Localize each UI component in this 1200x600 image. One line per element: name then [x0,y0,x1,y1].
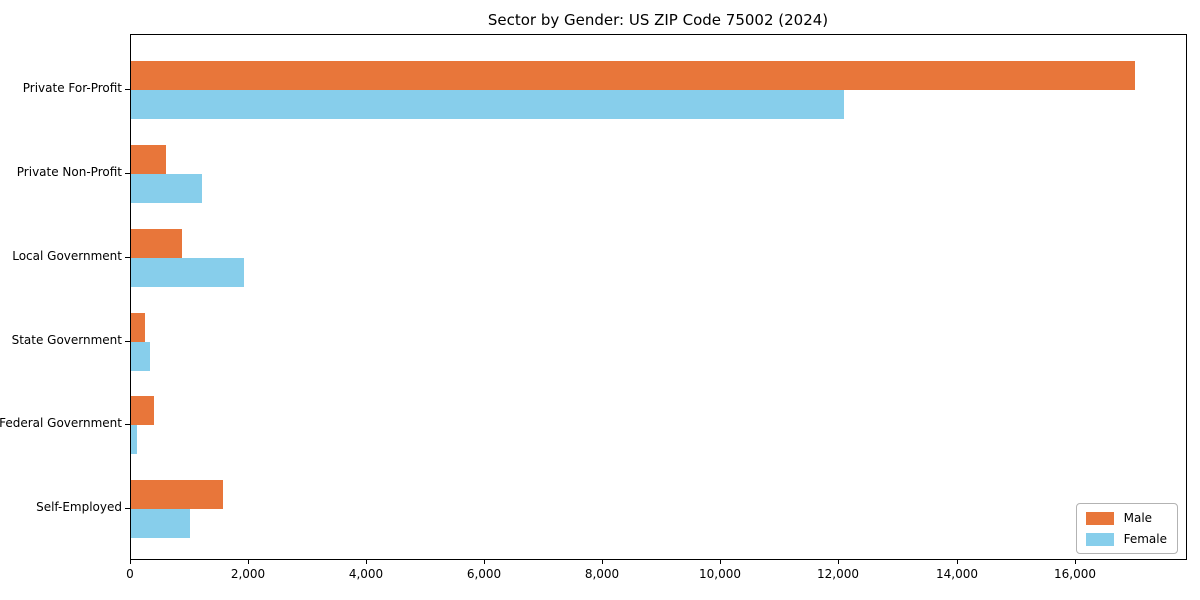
x-tick-mark [130,559,131,564]
x-tick-mark [1075,559,1076,564]
plot-area: Male Female [130,34,1187,560]
legend-entry-female: Female [1085,532,1167,546]
y-tick-mark [125,424,130,425]
bar-female-state-government [131,341,151,371]
x-axis-tick-12-000: 12,000 [817,567,859,581]
bar-female-federal-government [131,425,138,455]
legend-swatch-male [1085,511,1114,525]
x-axis-tick-14-000: 14,000 [936,567,978,581]
x-axis-tick-2-000: 2,000 [230,567,266,581]
y-axis-label-local-government: Local Government [12,249,122,263]
legend-entry-male: Male [1085,511,1167,525]
y-axis-label-federal-government: Federal Government [0,416,122,430]
x-tick-mark [720,559,721,564]
x-axis-tick-8-000: 8,000 [584,567,620,581]
y-axis-label-self-employed: Self-Employed [36,500,122,514]
x-tick-mark [248,559,249,564]
bar-male-private-non-profit [131,144,166,174]
bar-female-local-government [131,257,244,287]
x-axis-tick-10-000: 10,000 [699,567,741,581]
x-tick-mark [484,559,485,564]
legend-label-female: Female [1123,532,1167,546]
legend-swatch-female [1085,532,1114,546]
bar-female-self-employed [131,509,191,539]
x-axis-tick-4-000: 4,000 [348,567,384,581]
y-axis-label-private-for-profit: Private For-Profit [22,81,122,95]
x-tick-mark [957,559,958,564]
bar-male-local-government [131,228,182,258]
bar-female-private-for-profit [131,90,845,120]
y-tick-mark [125,89,130,90]
y-tick-mark [125,257,130,258]
bar-male-state-government [131,312,146,342]
legend: Male Female [1075,503,1178,554]
x-axis-tick-16-000: 16,000 [1054,567,1096,581]
x-axis-tick-0: 0 [126,567,134,581]
y-tick-mark [125,173,130,174]
bar-male-self-employed [131,480,223,510]
x-tick-mark [838,559,839,564]
x-axis-tick-6-000: 6,000 [466,567,502,581]
bar-male-federal-government [131,396,155,426]
x-tick-mark [602,559,603,564]
y-tick-mark [125,508,130,509]
y-axis-label-state-government: State Government [11,333,122,347]
legend-label-male: Male [1123,511,1153,525]
bar-male-private-for-profit [131,61,1135,91]
chart-title: Sector by Gender: US ZIP Code 75002 (202… [487,11,829,29]
y-axis-label-private-non-profit: Private Non-Profit [16,165,122,179]
x-tick-mark [366,559,367,564]
y-tick-mark [125,341,130,342]
bar-female-private-non-profit [131,173,202,203]
